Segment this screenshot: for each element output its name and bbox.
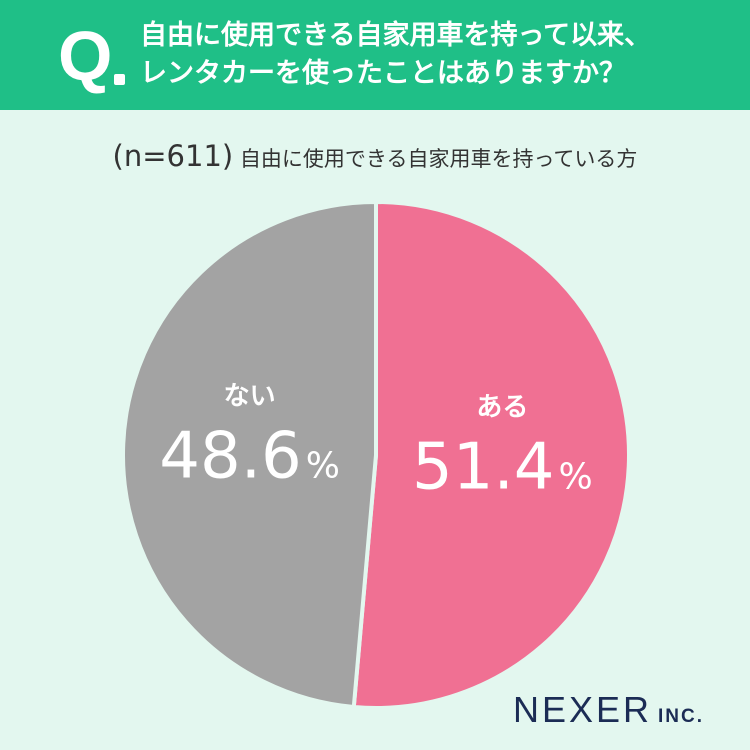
nexer-logo: NEXER INC. — [513, 690, 704, 737]
slice-value-label: 48.6% — [159, 419, 340, 493]
question-text: 自由に使用できる自家用車を持って以来、 レンタカーを使ったことはありますか？ — [140, 20, 652, 89]
pie-slice-yes — [351, 200, 631, 710]
sample-size: (n=611) — [112, 139, 234, 173]
sample-description: 自由に使用できる自家用車を持っている方 — [239, 147, 638, 171]
pie-slice-no — [121, 200, 378, 710]
q-dot — [114, 74, 125, 85]
logo-name: NEXER — [513, 689, 653, 730]
question-banner: Q 自由に使用できる自家用車を持って以来、 レンタカーを使ったことはありますか？ — [0, 0, 750, 110]
q-mark: Q — [58, 17, 113, 95]
slice-category-label: ない — [224, 381, 276, 411]
logo-suffix: INC. — [658, 706, 705, 727]
sample-caption: (n=611) 自由に使用できる自家用車を持っている方 — [0, 140, 750, 175]
slice-value-label: 51.4% — [412, 431, 593, 505]
slice-category-label: ある — [476, 393, 528, 423]
